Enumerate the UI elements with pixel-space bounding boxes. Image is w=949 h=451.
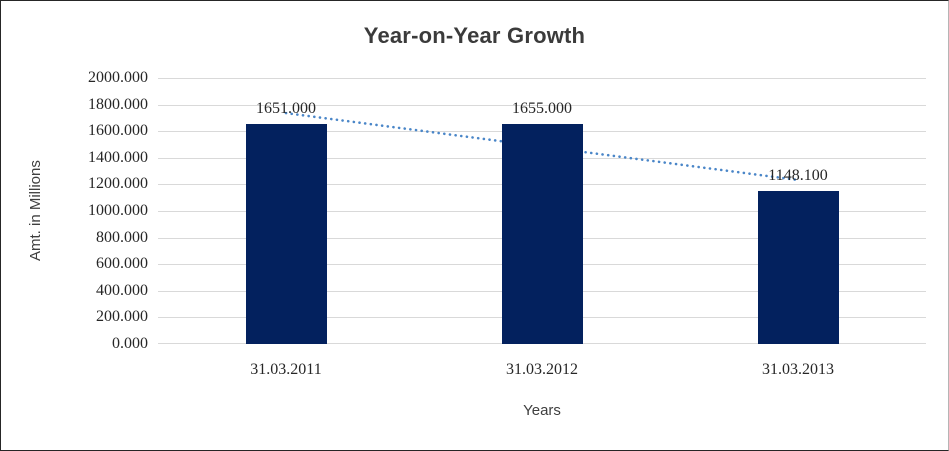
x-axis-tick-label: 31.03.2013 <box>762 361 834 378</box>
trendline <box>284 111 800 182</box>
x-axis-tick-label: 31.03.2012 <box>506 361 578 378</box>
gridline <box>158 78 926 79</box>
y-axis-tick-label: 200.000 <box>96 308 148 325</box>
y-axis-tick-label: 1800.000 <box>88 96 148 113</box>
gridline <box>158 105 926 106</box>
y-axis-tick-label: 1400.000 <box>88 149 148 166</box>
x-axis-tick-label: 31.03.2011 <box>250 361 322 378</box>
y-axis-tick-label: 0.000 <box>112 335 148 352</box>
y-axis-tick-label: 2000.000 <box>88 69 148 86</box>
y-axis-tick-label: 600.000 <box>96 255 148 272</box>
x-axis-title: Years <box>523 402 561 419</box>
bar <box>502 124 583 344</box>
y-axis-tick-label: 800.000 <box>96 229 148 246</box>
bar <box>758 191 839 344</box>
y-axis-tick-label: 400.000 <box>96 282 148 299</box>
chart-title: Year-on-Year Growth <box>363 23 586 48</box>
bar <box>246 124 327 344</box>
bar-data-label: 1148.100 <box>768 167 828 184</box>
bar-data-label: 1655.000 <box>512 100 572 117</box>
bar-data-label: 1651.000 <box>256 100 316 117</box>
y-axis-tick-label: 1200.000 <box>88 175 148 192</box>
y-axis-tick-label: 1600.000 <box>88 122 148 139</box>
plot-area: 1651.000 1655.000 1148.100 <box>158 78 926 344</box>
y-axis-tick-label: 1000.000 <box>88 202 148 219</box>
